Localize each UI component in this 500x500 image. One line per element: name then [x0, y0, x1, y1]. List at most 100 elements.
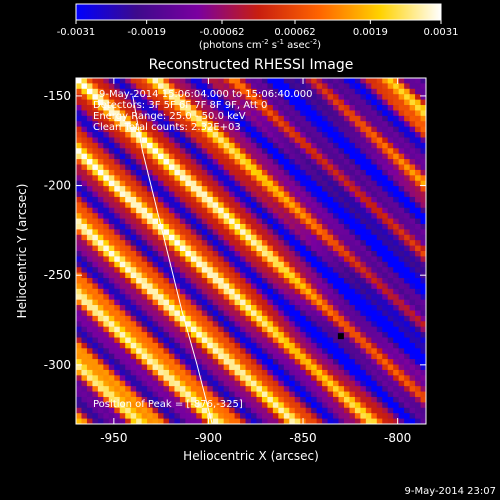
heatmap-cell — [223, 310, 230, 317]
heatmap-cell — [311, 110, 318, 117]
heatmap-cell — [179, 380, 186, 387]
heatmap-cell — [415, 369, 422, 376]
heatmap-cell — [185, 288, 192, 295]
heatmap-cell — [136, 348, 143, 355]
heatmap-cell — [147, 380, 154, 387]
heatmap-cell — [365, 202, 372, 209]
heatmap-cell — [92, 234, 99, 241]
heatmap-cell — [415, 294, 422, 301]
heatmap-cell — [272, 234, 279, 241]
heatmap-cell — [152, 326, 159, 333]
heatmap-cell — [338, 380, 345, 387]
heatmap-cell — [190, 164, 197, 171]
heatmap-cell — [212, 251, 219, 258]
heatmap-cell — [185, 142, 192, 149]
heatmap-cell — [305, 99, 312, 106]
heatmap-cell — [97, 88, 104, 95]
heatmap-cell — [305, 305, 312, 312]
heatmap-cell — [404, 153, 411, 160]
heatmap-cell — [163, 288, 170, 295]
heatmap-cell — [343, 99, 351, 106]
heatmap-cell — [365, 234, 372, 241]
heatmap-cell — [229, 240, 236, 247]
heatmap-cell — [92, 402, 99, 409]
heatmap-cell — [114, 126, 121, 133]
heatmap-cell — [365, 240, 372, 247]
heatmap-cell — [201, 375, 208, 382]
heatmap-cell — [147, 245, 154, 252]
heatmap-cell — [147, 294, 154, 301]
heatmap-cell — [218, 261, 225, 268]
heatmap-cell — [190, 105, 197, 112]
heatmap-cell — [316, 234, 323, 241]
heatmap-cell — [229, 126, 236, 133]
heatmap-cell — [114, 110, 121, 117]
heatmap-cell — [305, 164, 312, 171]
heatmap-cell — [196, 288, 203, 295]
heatmap-cell — [349, 223, 356, 230]
heatmap-cell — [108, 353, 115, 360]
heatmap-cell — [152, 83, 159, 90]
heatmap-cell — [86, 207, 94, 214]
heatmap-cell — [349, 78, 356, 85]
heatmap-cell — [267, 348, 274, 355]
heatmap-cell — [365, 213, 372, 220]
heatmap-cell — [272, 115, 279, 122]
heatmap-cell — [371, 191, 378, 198]
heatmap-cell — [223, 251, 230, 258]
heatmap-cell — [196, 78, 203, 85]
heatmap-cell — [234, 240, 241, 247]
heatmap-cell — [218, 321, 225, 328]
heatmap-cell — [97, 115, 104, 122]
heatmap-cell — [404, 234, 411, 241]
heatmap-cell — [158, 326, 165, 333]
heatmap-cell — [311, 337, 318, 344]
heatmap-cell — [141, 83, 148, 90]
heatmap-cell — [420, 234, 426, 241]
heatmap-cell — [251, 137, 258, 144]
heatmap-cell — [141, 418, 148, 424]
heatmap-cell — [409, 110, 416, 117]
heatmap-cell — [333, 202, 340, 209]
heatmap-cell — [240, 315, 247, 322]
heatmap-cell — [376, 353, 383, 360]
heatmap-cell — [283, 213, 290, 220]
heatmap-cell — [207, 364, 214, 371]
heatmap-cell — [415, 126, 422, 133]
heatmap-cell — [338, 196, 345, 203]
heatmap-cell — [272, 294, 279, 301]
heatmap-cell — [354, 126, 361, 133]
heatmap-cell — [158, 121, 165, 128]
heatmap-cell — [114, 78, 121, 85]
heatmap-cell — [382, 342, 389, 349]
heatmap-cell — [125, 353, 132, 360]
heatmap-cell — [240, 137, 247, 144]
heatmap-cell — [218, 326, 225, 333]
heatmap-cell — [316, 305, 323, 312]
heatmap-cell — [240, 321, 247, 328]
heatmap-cell — [168, 251, 176, 258]
heatmap-cell — [229, 310, 236, 317]
heatmap-cell — [415, 380, 422, 387]
heatmap-cell — [97, 402, 104, 409]
heatmap-cell — [398, 407, 405, 414]
heatmap-cell — [168, 180, 176, 187]
heatmap-cell — [420, 207, 426, 214]
heatmap-cell — [86, 121, 94, 128]
heatmap-cell — [190, 229, 197, 236]
heatmap-cell — [354, 332, 361, 339]
heatmap-cell — [212, 261, 219, 268]
heatmap-cell — [108, 348, 115, 355]
heatmap-cell — [305, 229, 312, 236]
heatmap-cell — [147, 267, 154, 274]
heatmap-cell — [404, 121, 411, 128]
heatmap-cell — [218, 121, 225, 128]
heatmap-cell — [322, 359, 329, 366]
heatmap-cell — [354, 99, 361, 106]
heatmap-cell — [283, 240, 290, 247]
heatmap-cell — [108, 202, 115, 209]
heatmap-cell — [234, 369, 241, 376]
heatmap-cell — [119, 121, 126, 128]
heatmap-cell — [349, 148, 356, 155]
heatmap-cell — [185, 294, 192, 301]
